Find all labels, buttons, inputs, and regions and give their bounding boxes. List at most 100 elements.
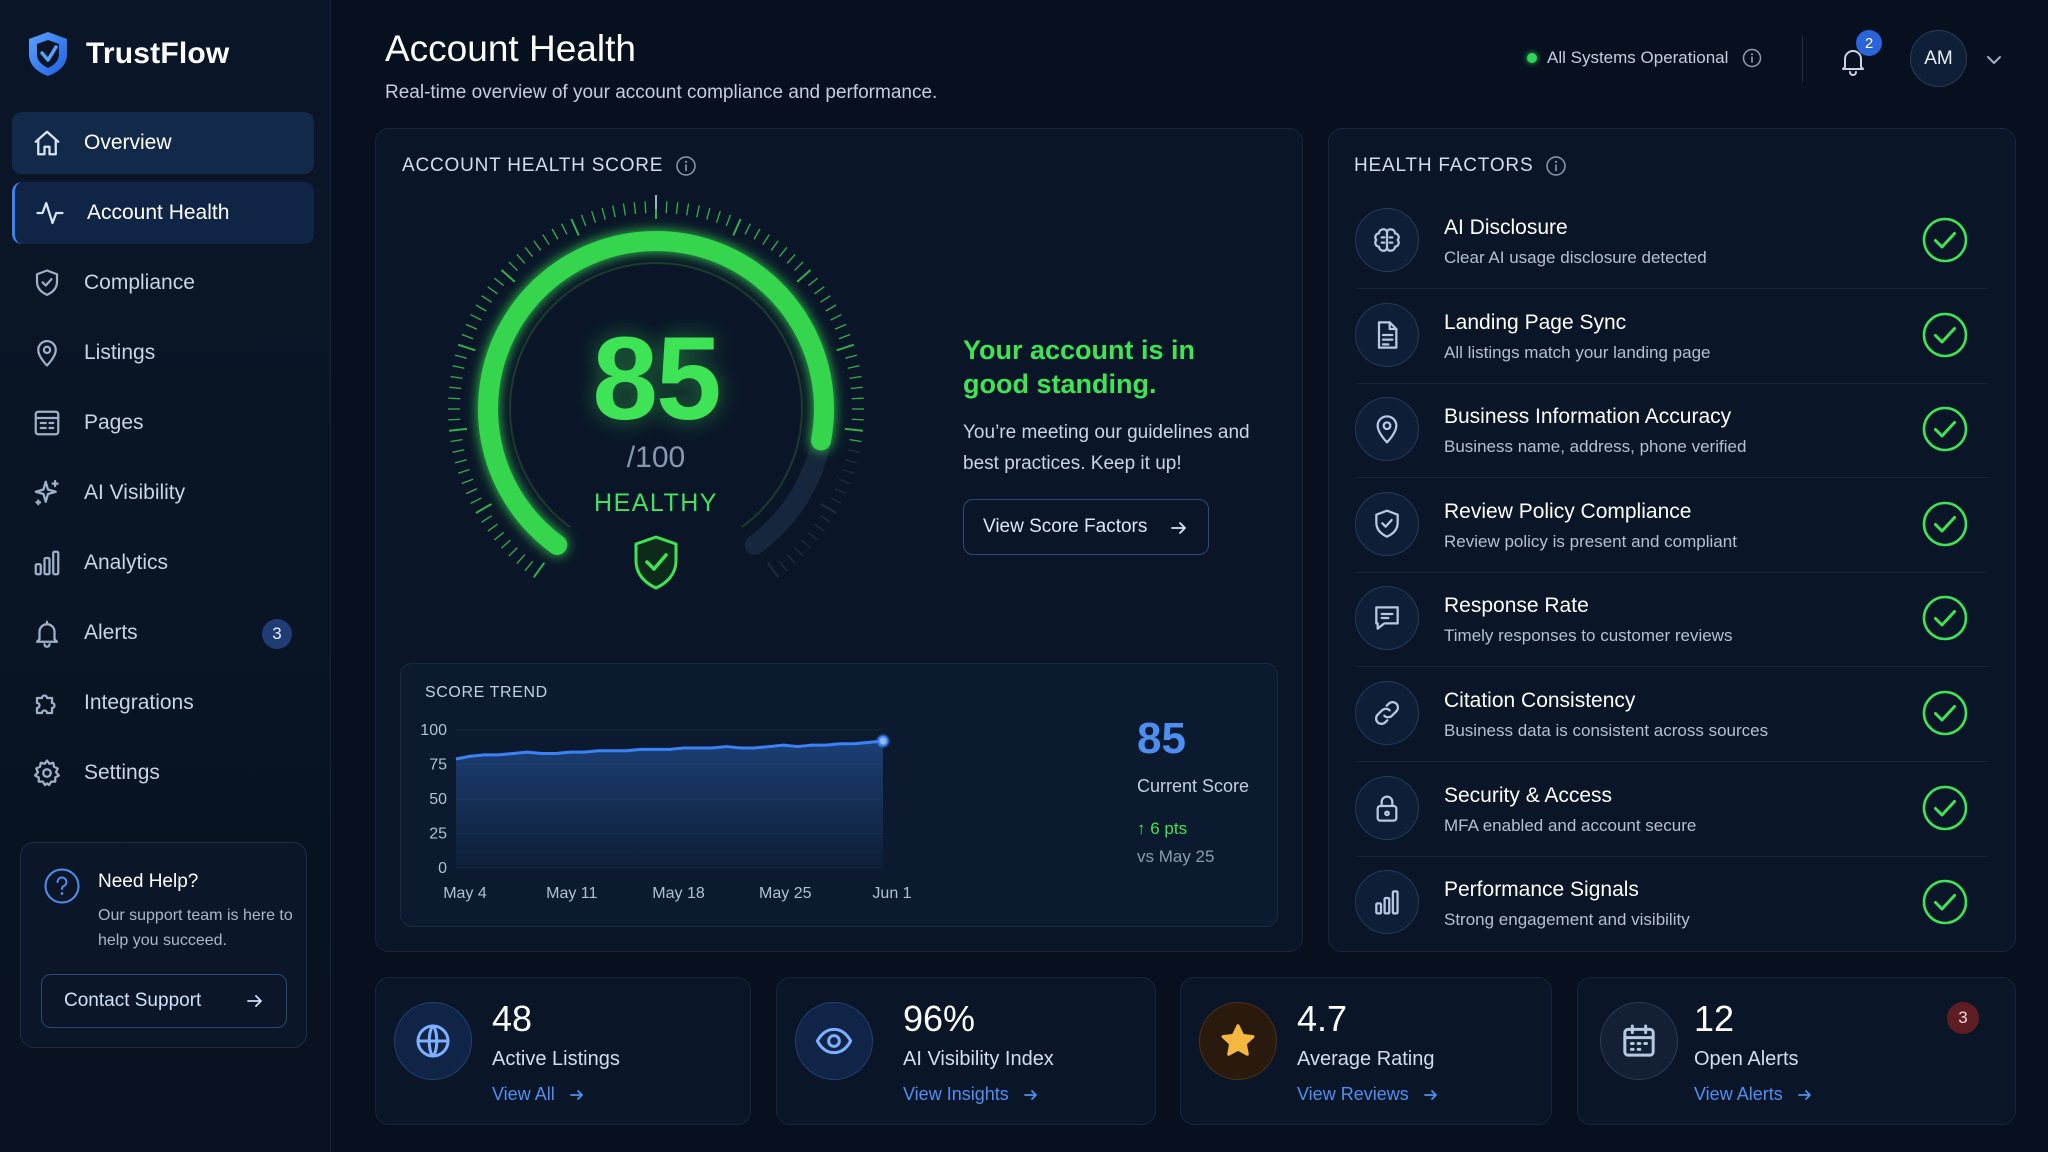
check-circle-icon[interactable]	[1921, 500, 1969, 548]
factor-icon-wrap	[1355, 586, 1419, 651]
alerts-count-badge: 3	[262, 619, 292, 649]
standing-title: Your account is in good standing.	[963, 335, 1196, 399]
bell-icon	[35, 620, 59, 648]
sidebar-item-alerts[interactable]: Alerts 3	[12, 602, 314, 664]
sidebar-item-settings[interactable]: Settings	[12, 742, 314, 804]
factor-description: Business name, address, phone verified	[1444, 437, 1747, 457]
view-reviews-link[interactable]: View Reviews	[1297, 1084, 1439, 1105]
sidebar-item-compliance[interactable]: Compliance	[12, 252, 314, 314]
stat-value: 12	[1694, 998, 1735, 1039]
health-factor-row[interactable]: Review Policy Compliance Review policy is…	[1355, 478, 1987, 573]
calendar-icon	[1623, 1024, 1655, 1057]
score-trend-card: 100 75 50 25 0 May 4 May 11 May 18 May 25 Jun 1 S…	[400, 663, 1278, 927]
brand-name: TrustFlow	[86, 37, 230, 70]
home-icon	[34, 130, 60, 156]
contact-support-button[interactable]: Contact Support	[41, 974, 287, 1028]
health-factor-row[interactable]: Response Rate Timely responses to custome…	[1355, 572, 1987, 668]
sidebar-item-account-health[interactable]: Account Health	[12, 182, 314, 244]
factor-title: AI Disclosure	[1444, 216, 1568, 239]
sidebar-item-integrations[interactable]: Integrations	[12, 672, 314, 734]
arrow-right-icon	[1797, 1089, 1811, 1100]
header-divider	[1802, 36, 1803, 82]
health-factor-row[interactable]: Security & Access MFA enabled and account…	[1355, 762, 1987, 857]
arrow-right-icon	[569, 1089, 583, 1100]
sidebar-item-label: Alerts	[84, 621, 138, 644]
score-heading-label: ACCOUNT HEALTH SCORE	[402, 155, 664, 176]
health-factor-row[interactable]: Performance Signals Strong engagement and…	[1355, 856, 1987, 951]
info-icon[interactable]	[1742, 48, 1762, 68]
stat-card-active-listings[interactable]: 48 Active Listings View All	[375, 977, 751, 1125]
user-avatar[interactable]: AM	[1910, 30, 1967, 87]
sidebar-item-label: Settings	[84, 761, 160, 784]
sidebar-item-pages[interactable]: Pages	[12, 392, 314, 454]
chevron-down-icon[interactable]	[1984, 50, 2004, 70]
stat-label: Open Alerts	[1694, 1048, 1799, 1070]
factor-icon-wrap	[1355, 775, 1419, 840]
view-score-factors-button[interactable]: View Score Factors	[963, 499, 1209, 555]
factor-icon-wrap	[1355, 397, 1419, 462]
sidebar-item-analytics[interactable]: Analytics	[12, 532, 314, 594]
check-circle-icon[interactable]	[1921, 311, 1969, 359]
health-factor-row[interactable]: AI Disclosure Clear AI usage disclosure d…	[1355, 194, 1987, 289]
sidebar-item-ai-visibility[interactable]: AI Visibility	[12, 462, 314, 524]
health-factor-row[interactable]: Business Information Accuracy Business na…	[1355, 383, 1987, 479]
stat-card-open-alerts[interactable]: 12 Open Alerts View Alerts 3	[1577, 977, 2016, 1125]
view-score-factors-label: View Score Factors	[983, 516, 1148, 537]
check-circle-icon[interactable]	[1921, 689, 1969, 737]
factor-title: Review Policy Compliance	[1444, 499, 1692, 523]
location-pin-icon	[1376, 415, 1398, 444]
sidebar-item-label: AI Visibility	[84, 481, 186, 504]
score-trend-title: SCORE TREND	[425, 684, 548, 701]
brain-icon	[1374, 228, 1400, 252]
y-tick-label: 25	[429, 826, 447, 843]
check-circle-icon[interactable]	[1921, 878, 1969, 926]
sidebar-item-listings[interactable]: Listings	[12, 322, 314, 384]
score-trend-chart: 100 75 50 25 0 May 4 May 11 May 18 May 25 Jun 1	[420, 722, 911, 902]
stat-card-average-rating[interactable]: 4.7 Average Rating View Reviews	[1180, 977, 1552, 1125]
factors-panel-heading: HEALTH FACTORS	[1354, 155, 1567, 177]
health-score-max: /100	[626, 441, 686, 474]
brand[interactable]: TrustFlow	[26, 30, 229, 78]
notification-count-badge: 2	[1856, 30, 1882, 56]
pulse-icon	[36, 201, 64, 225]
factor-icon-wrap	[1355, 870, 1419, 935]
stat-icon-wrap	[394, 1002, 472, 1080]
factor-title: Performance Signals	[1444, 878, 1639, 902]
stat-link-label: View Reviews	[1297, 1084, 1409, 1104]
y-tick-label: 50	[429, 791, 447, 808]
trend-line	[455, 739, 884, 761]
info-icon[interactable]	[675, 155, 697, 177]
trend-current-score: 85	[1137, 714, 1186, 763]
health-factor-row[interactable]: Landing Page Sync All listings match your…	[1355, 289, 1987, 384]
stat-icon-wrap	[795, 1002, 873, 1080]
sidebar: TrustFlow Overview Account Health Compli…	[0, 0, 331, 1152]
check-circle-icon[interactable]	[1921, 784, 1969, 832]
sidebar-item-overview[interactable]: Overview	[12, 112, 314, 174]
stat-icon-wrap	[1600, 1002, 1678, 1080]
trend-area	[456, 741, 883, 868]
standing-text: You’re meeting our guidelines and best p…	[963, 422, 1250, 474]
check-circle-icon[interactable]	[1921, 594, 1969, 642]
sidebar-item-label: Integrations	[84, 691, 194, 714]
x-tick-label: Jun 1	[872, 885, 911, 902]
notifications-bell-icon[interactable]	[1837, 44, 1869, 76]
help-title: Need Help?	[98, 871, 199, 892]
y-tick-label: 100	[420, 722, 447, 739]
trustflow-shield-logo-icon	[29, 32, 67, 76]
stat-value: 4.7	[1297, 998, 1348, 1039]
health-factor-row[interactable]: Citation Consistency Business data is con…	[1355, 667, 1987, 762]
factor-title: Security & Access	[1444, 783, 1613, 807]
stat-link-label: View Alerts	[1694, 1084, 1783, 1104]
view-all-link[interactable]: View All	[492, 1084, 585, 1105]
x-tick-label: May 4	[443, 885, 487, 902]
help-text: Our support team is here to help you suc…	[98, 907, 293, 949]
info-icon[interactable]	[1545, 155, 1567, 177]
stat-label: Average Rating	[1297, 1048, 1435, 1070]
check-circle-icon[interactable]	[1921, 216, 1969, 264]
check-circle-icon[interactable]	[1921, 405, 1969, 453]
view-alerts-link[interactable]: View Alerts	[1694, 1084, 1813, 1105]
factor-description: Strong engagement and visibility	[1444, 910, 1690, 930]
view-insights-link[interactable]: View Insights	[903, 1084, 1039, 1105]
trend-endpoint[interactable]	[877, 735, 889, 747]
stat-card-ai-visibility[interactable]: 96% AI Visibility Index View Insights	[776, 977, 1156, 1125]
